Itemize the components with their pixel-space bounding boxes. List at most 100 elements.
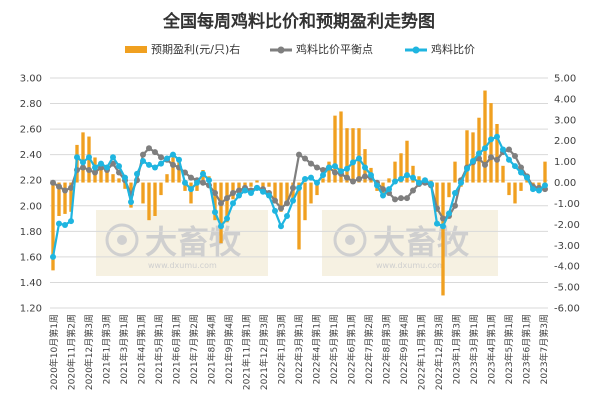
profit-bar	[141, 182, 145, 204]
ratio-point	[212, 209, 218, 216]
breakeven-point	[314, 164, 320, 171]
profit-bar	[255, 180, 259, 183]
x-axis-tick-label: 2020年12月第3周	[83, 314, 95, 390]
ratio-point	[128, 198, 134, 205]
breakeven-point	[392, 196, 398, 203]
x-axis-tick-label: 2021年6月第1周	[171, 314, 183, 384]
right-axis-tick-label: 1.00	[554, 157, 576, 168]
x-axis-tick-label: 2022年11月第1周	[416, 314, 428, 390]
breakeven-point	[224, 195, 230, 202]
ratio-point	[362, 164, 368, 171]
profit-bar	[477, 117, 481, 183]
x-axis-tick-label: 2023年1月第3周	[451, 314, 463, 384]
ratio-point	[386, 186, 392, 193]
profit-bar	[303, 182, 307, 221]
breakeven-point	[404, 195, 410, 202]
x-axis-tick-label: 2023年5月第1周	[503, 314, 515, 384]
breakeven-point	[158, 154, 164, 161]
x-axis-tick-label: 2022年6月第1周	[346, 314, 358, 384]
ratio-point	[290, 197, 296, 204]
breakeven-point	[398, 195, 404, 202]
right-axis-tick-label: 4.00	[554, 94, 576, 105]
ratio-point	[50, 253, 56, 260]
ratio-point	[368, 172, 374, 179]
right-axis-tick-label: 0.00	[554, 178, 576, 189]
ratio-point	[164, 155, 170, 162]
breakeven-point	[452, 202, 458, 209]
breakeven-point	[62, 187, 68, 194]
right-axis-tick-label: -6.00	[554, 304, 580, 315]
breakeven-point	[68, 184, 74, 191]
axes-layer: 1.20 1.40 1.60 1.80 2.00 2.20 2.40 2.60 2.80 3.00…	[20, 74, 580, 391]
breakeven-point	[506, 146, 512, 153]
profit-bar	[237, 182, 241, 191]
profit-bar	[321, 178, 325, 183]
profit-bar	[195, 182, 199, 191]
x-axis-tick-label: 2021年9月第4周	[223, 314, 235, 384]
profit-bar	[387, 178, 391, 183]
ratio-point	[230, 200, 236, 207]
profit-bar	[345, 128, 349, 183]
x-axis-tick-label: 2022年4月第1周	[311, 314, 323, 384]
watermark-right-logo-dot	[345, 235, 355, 245]
profit-bar	[249, 182, 253, 187]
watermark-left-logo-dot	[117, 235, 127, 245]
profit-bar	[453, 161, 457, 183]
right-axis-tick-label: -3.00	[554, 241, 580, 252]
profit-bar	[327, 161, 331, 183]
profit-bar	[399, 153, 403, 183]
ratio-point	[536, 187, 542, 194]
ratio-point	[410, 174, 416, 181]
x-axis-tick-label: 2022年7月第2周	[363, 314, 375, 384]
ratio-point	[440, 223, 446, 230]
breakeven-point	[488, 154, 494, 161]
profit-bar	[111, 174, 115, 183]
right-axis-tick-label: -5.00	[554, 283, 580, 294]
x-axis-tick-label: 2021年11月第1周	[241, 314, 253, 390]
ratio-point	[500, 146, 506, 153]
ratio-point	[218, 223, 224, 230]
profit-bar	[417, 176, 421, 183]
watermark-right: 大畜牧 www.dxumu.com	[322, 210, 498, 276]
profit-bar	[153, 182, 157, 216]
breakeven-point	[308, 160, 314, 167]
ratio-point	[140, 158, 146, 165]
breakeven-point	[152, 149, 158, 156]
ratio-point	[392, 178, 398, 185]
profit-bar	[309, 182, 313, 204]
ratio-point	[146, 161, 152, 168]
breakeven-point	[50, 179, 56, 186]
x-axis-tick-label: 2021年5月第1周	[153, 314, 165, 384]
ratio-point	[518, 169, 524, 176]
ratio-point	[68, 218, 74, 225]
profit-bar	[243, 182, 247, 187]
ratio-point	[452, 190, 458, 196]
x-axis-tick-label: 2022年3月第1周	[293, 314, 305, 384]
profit-bar	[57, 182, 61, 216]
profit-bar	[123, 182, 127, 189]
watermark-left: 大畜牧 www.dxumu.com	[96, 210, 268, 276]
breakeven-point	[302, 155, 308, 162]
breakeven-point	[56, 183, 62, 190]
breakeven-point	[212, 190, 218, 196]
ratio-point	[194, 179, 200, 186]
ratio-point	[158, 160, 164, 167]
breakeven-point	[290, 184, 296, 191]
ratio-point	[278, 223, 284, 230]
ratio-point	[86, 154, 92, 161]
ratio-point	[182, 179, 188, 186]
ratio-point	[482, 145, 488, 152]
profit-bar	[291, 182, 295, 204]
ratio-point	[488, 136, 494, 143]
legend-label-ratio: 鸡料比价	[431, 42, 475, 56]
ratio-point	[176, 156, 182, 163]
profit-bar	[279, 182, 283, 212]
ratio-point	[242, 187, 248, 194]
profit-bar	[351, 128, 355, 183]
x-axis-tick-label: 2023年7月第3周	[538, 314, 550, 384]
profit-bar	[261, 182, 265, 187]
profit-bar	[411, 165, 415, 183]
breakeven-point	[80, 164, 86, 171]
